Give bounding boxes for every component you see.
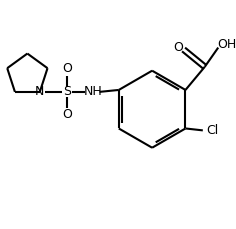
- Text: N: N: [35, 85, 45, 98]
- Text: O: O: [62, 109, 72, 121]
- Text: NH: NH: [83, 85, 102, 98]
- Text: OH: OH: [217, 38, 236, 51]
- Text: Cl: Cl: [206, 124, 219, 137]
- Text: O: O: [62, 62, 72, 75]
- Text: O: O: [173, 41, 183, 54]
- Text: S: S: [63, 85, 71, 98]
